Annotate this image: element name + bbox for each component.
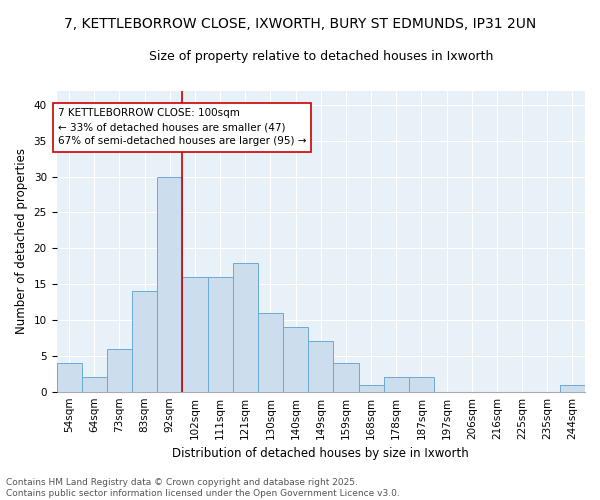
Bar [132,292,157,392]
Title: Size of property relative to detached houses in Ixworth: Size of property relative to detached ho… [149,50,493,63]
Bar [283,327,308,392]
Bar [560,384,585,392]
Bar [157,176,182,392]
Y-axis label: Number of detached properties: Number of detached properties [15,148,28,334]
Text: 7 KETTLEBORROW CLOSE: 100sqm
← 33% of detached houses are smaller (47)
67% of se: 7 KETTLEBORROW CLOSE: 100sqm ← 33% of de… [58,108,306,146]
Bar [258,313,283,392]
Bar [383,378,409,392]
Bar [56,363,82,392]
Bar [308,342,334,392]
Text: Contains HM Land Registry data © Crown copyright and database right 2025.
Contai: Contains HM Land Registry data © Crown c… [6,478,400,498]
Bar [82,378,107,392]
Bar [359,384,383,392]
X-axis label: Distribution of detached houses by size in Ixworth: Distribution of detached houses by size … [172,447,469,460]
Text: 7, KETTLEBORROW CLOSE, IXWORTH, BURY ST EDMUNDS, IP31 2UN: 7, KETTLEBORROW CLOSE, IXWORTH, BURY ST … [64,18,536,32]
Bar [208,277,233,392]
Bar [334,363,359,392]
Bar [409,378,434,392]
Bar [233,262,258,392]
Bar [107,348,132,392]
Bar [182,277,208,392]
